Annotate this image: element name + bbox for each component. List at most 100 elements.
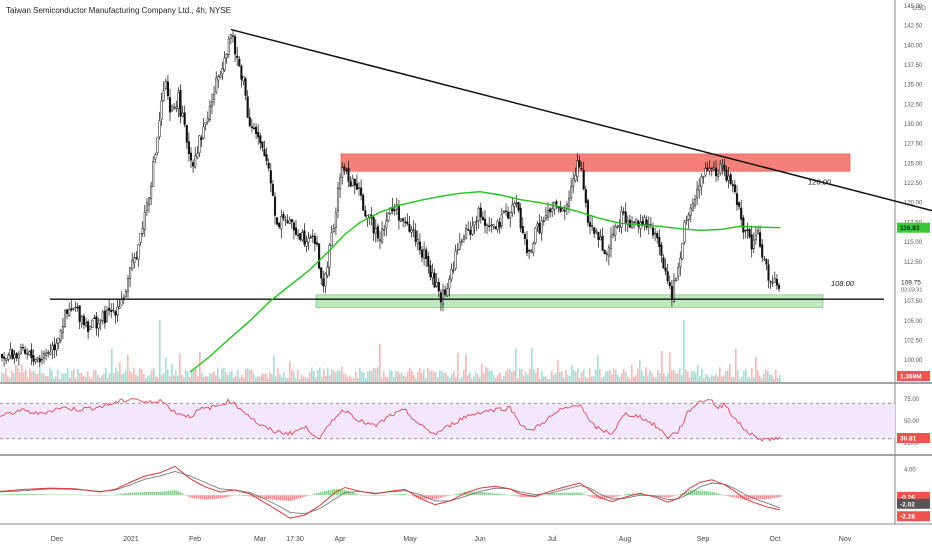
macd-histogram-bar [668,495,670,498]
volume-bar [587,378,589,382]
time-tick-label: Apr [335,536,347,543]
candle-body [152,161,155,187]
candle-body [84,322,88,326]
macd-histogram-bar [670,495,672,498]
candle-body [666,271,669,282]
volume-bar [241,375,243,382]
volume-bar [255,377,257,382]
candle-body [582,170,585,190]
volume-bar [161,374,163,382]
macd-histogram-bar [158,491,160,496]
macd-histogram-bar [250,495,252,497]
volume-bar [247,368,249,382]
volume-bar [479,377,481,382]
volume-bar [405,376,407,382]
macd-histogram-bar [684,492,686,496]
candle-body [502,210,505,213]
time-tick-label: Jun [474,536,485,543]
volume-bar [55,376,57,382]
volume-bar [689,377,691,382]
macd-histogram-bar [446,495,448,497]
candle-body [536,223,539,227]
candle-body [177,92,180,109]
candle-body [393,209,396,211]
candle-body [637,220,640,227]
candle-body [645,219,648,228]
candle-body [114,311,117,316]
macd-signal-badge-bg [897,498,930,509]
volume-bar [705,373,707,382]
candle-body [99,319,102,322]
macd-histogram-bar [522,495,524,498]
candle-body [551,208,554,213]
candle-body [339,177,342,190]
macd-histogram-bar [500,493,502,496]
candle-body [500,214,503,226]
macd-histogram-bar [516,495,518,497]
volume-bar [117,371,119,382]
candle-body [612,233,615,236]
macd-histogram-bar [492,492,494,496]
macd-histogram-bar [716,493,718,496]
candle-body [118,306,121,309]
macd-histogram-bar [372,495,374,496]
volume-bar [11,370,13,382]
macd-histogram-bar [604,495,606,499]
volume-bar [113,373,115,382]
volume-bar [681,374,683,382]
candle-body [483,218,487,226]
volume-bar [509,369,511,382]
macd-histogram-bar [210,495,212,500]
macd-histogram-bar [104,495,106,496]
candle-body [38,358,41,363]
volume-bar [633,377,635,382]
candle-body [586,200,589,223]
candle-body [467,229,470,231]
volume-bar [3,373,5,382]
volume-bar [611,374,613,382]
macd-histogram-bar [216,495,218,499]
volume-bar [143,373,145,382]
candle-body [196,153,199,158]
candle-body [271,184,274,196]
candle-body [473,221,476,226]
volume-bar [497,374,499,382]
volume-bar [21,364,23,382]
candle-body [408,224,411,232]
candle-body [198,135,201,154]
candle-body [364,210,367,217]
volume-bar [307,377,309,382]
volume-bar [371,371,373,382]
macd-histogram-bar [202,495,204,500]
candle-body [521,226,524,234]
macd-histogram-bar [232,495,234,496]
volume-bar [755,356,757,382]
candle-body [698,185,701,191]
candle-body [89,325,92,330]
candle-body [685,219,688,222]
volume-bar [231,370,233,382]
macd-histogram-bar [602,495,604,499]
volume-bar [377,367,379,382]
candle-body [605,253,608,255]
macd-histogram-bar [274,495,276,500]
volume-bar [125,370,127,382]
volume-bar [225,371,227,382]
volume-bar [375,368,377,382]
volume-bar [187,371,189,382]
macd-histogram-bar [556,492,558,496]
candle-body [9,349,12,356]
candle-body [721,164,724,167]
candle-body [383,229,386,231]
macd-histogram-bar [752,495,754,500]
macd-histogram-bar [694,490,696,496]
volume-bar [763,373,765,382]
macd-histogram-bar [268,495,270,500]
macd-histogram-bar [114,494,116,496]
candle-body [189,152,193,161]
candle-body [374,228,377,234]
price-tick-label: 140.00 [904,43,923,49]
volume-bar [469,372,471,382]
candle-body [181,112,184,117]
candle-body [609,235,613,249]
